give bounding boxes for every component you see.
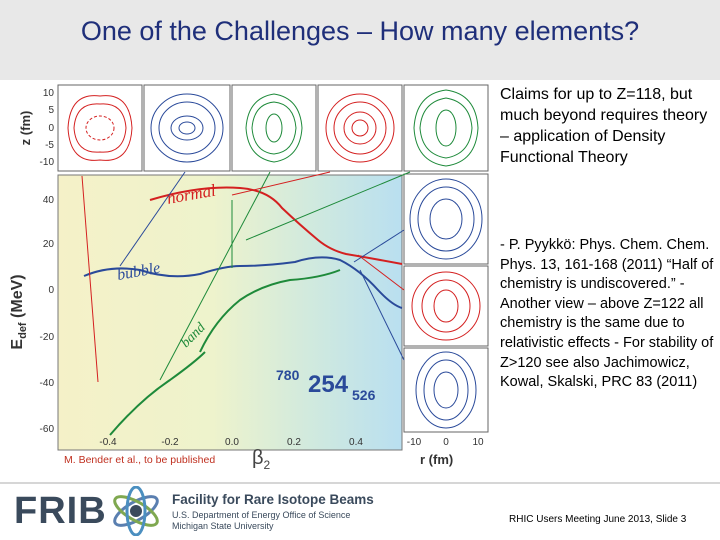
frib-university: Michigan State University xyxy=(172,521,274,531)
frib-logo-text: FRIB xyxy=(14,490,107,532)
svg-text:-0.2: -0.2 xyxy=(161,437,179,448)
svg-text:0: 0 xyxy=(48,285,54,296)
svg-text:526: 526 xyxy=(352,387,376,403)
svg-text:40: 40 xyxy=(43,195,55,206)
panel-arrows xyxy=(81,171,411,383)
r-axis-ticks: -10 0 10 xyxy=(407,437,484,448)
svg-text:0.4: 0.4 xyxy=(349,437,363,448)
frib-atom-icon xyxy=(113,486,159,536)
edef-axis-ticks: 40 20 0 -20 -40 -60 xyxy=(40,195,55,435)
z-axis-label: z (fm) xyxy=(18,111,33,146)
beta2-axis-ticks: -0.4 -0.2 0.0 0.2 0.4 xyxy=(99,437,363,448)
svg-text:0.0: 0.0 xyxy=(225,437,239,448)
text-column: Claims for up to Z=118, but much beyond … xyxy=(500,84,718,390)
svg-text:-20: -20 xyxy=(40,332,55,343)
svg-text:-0.4: -0.4 xyxy=(99,437,117,448)
r-axis-label: r (fm) xyxy=(420,452,453,467)
svg-text:-10: -10 xyxy=(40,157,55,168)
deformation-energy-figure: z (fm) 10 5 0 -5 -10 Edef (MeV) 40 20 0 … xyxy=(9,84,489,470)
beta2-axis-label: β2 xyxy=(252,447,271,470)
svg-text:-10: -10 xyxy=(407,437,422,448)
svg-text:-40: -40 xyxy=(40,378,55,389)
svg-text:780: 780 xyxy=(276,367,300,383)
band-curve xyxy=(199,269,341,353)
band-curve-lower xyxy=(109,351,206,436)
slide-reference: RHIC Users Meeting June 2013, Slide 3 xyxy=(509,514,687,525)
normal-curve xyxy=(149,186,403,265)
claims-paragraph: Claims for up to Z=118, but much beyond … xyxy=(500,86,708,166)
page-title: One of the Challenges – How many element… xyxy=(80,16,640,46)
references-paragraph: - P. Pyykkö: Phys. Chem. Chem. Phys. 13,… xyxy=(500,237,714,391)
svg-text:254: 254 xyxy=(308,371,349,398)
svg-text:0: 0 xyxy=(48,123,54,134)
edef-axis-label: Edef (MeV) xyxy=(9,274,29,349)
svg-text:20: 20 xyxy=(43,239,55,250)
svg-text:0.2: 0.2 xyxy=(287,437,301,448)
title-bar xyxy=(0,0,720,80)
svg-text:0: 0 xyxy=(443,437,449,448)
right-density-panels xyxy=(403,173,489,433)
z-axis-ticks: 10 5 0 -5 -10 xyxy=(40,88,55,168)
svg-text:10: 10 xyxy=(472,437,484,448)
top-density-panels xyxy=(57,84,489,172)
figure-credit: M. Bender et al., to be published xyxy=(64,454,215,466)
svg-text:5: 5 xyxy=(48,105,54,116)
footer-divider xyxy=(0,482,720,484)
isotope-label: 780 254 526 xyxy=(276,367,376,403)
svg-text:-60: -60 xyxy=(40,424,55,435)
frib-name: Facility for Rare Isotope Beams xyxy=(172,492,374,507)
main-plot-area xyxy=(57,174,403,451)
svg-text:-5: -5 xyxy=(45,140,54,151)
svg-text:10: 10 xyxy=(43,88,55,99)
frib-department: U.S. Department of Energy Office of Scie… xyxy=(172,510,351,520)
bubble-curve xyxy=(83,256,403,309)
